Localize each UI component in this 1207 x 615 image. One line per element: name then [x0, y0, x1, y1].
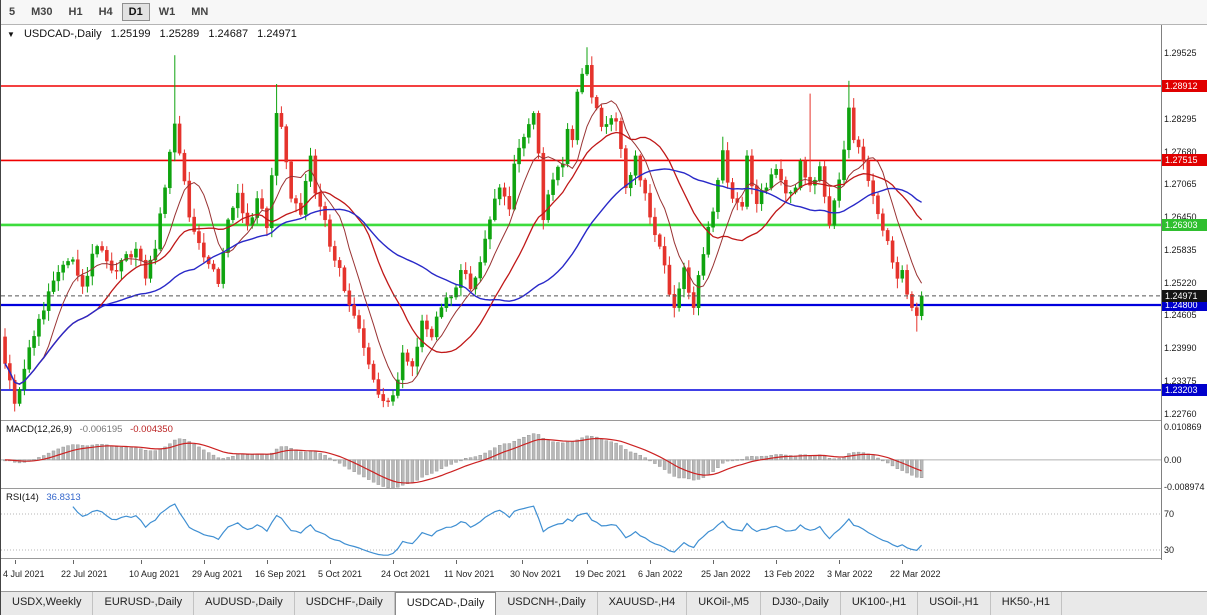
tab-ukoil-m5[interactable]: UKOil-,M5	[687, 592, 761, 615]
time-axis-tick	[839, 560, 840, 564]
date-label: 10 Aug 2021	[129, 569, 180, 579]
time-axis[interactable]: 4 Jul 2021 22 Jul 2021 10 Aug 2021 29 Aug 2…	[1, 560, 1161, 591]
timeframe-toolbar: 5 M30 H1 H4 D1 W1 MN	[1, 0, 1207, 25]
timeframe-button-h4[interactable]: H4	[92, 3, 120, 21]
tab-usdchf-daily[interactable]: USDCHF-,Daily	[295, 592, 395, 615]
timeframe-button-5[interactable]: 5	[2, 3, 22, 21]
date-label: 5 Oct 2021	[318, 569, 363, 579]
price-tag-1-23203: 1.23203	[1162, 384, 1207, 396]
date-label: 3 Mar 2022	[827, 569, 873, 579]
tab-dj30-daily[interactable]: DJ30-,Daily	[761, 592, 841, 615]
chart-header: ▼ USDCAD-,Daily 1.25199 1.25289 1.24687 …	[7, 28, 303, 40]
date-label: 22 Mar 2022	[890, 569, 941, 579]
chart-symbol-period: USDCAD-,Daily	[23, 28, 102, 40]
price-axis-label: 1.25835	[1164, 244, 1197, 255]
panel-separator[interactable]	[1, 488, 1207, 491]
tab-usdx-weekly[interactable]: USDX,Weekly	[1, 592, 94, 615]
time-axis-tick	[141, 560, 142, 564]
ohlc-open: 1.25199	[110, 28, 151, 40]
date-label: 13 Feb 2022	[764, 569, 815, 579]
date-label: 11 Nov 2021	[444, 569, 495, 579]
ohlc-low: 1.24687	[208, 28, 249, 40]
timeframe-button-h1[interactable]: H1	[62, 3, 90, 21]
date-label: 16 Sep 2021	[255, 569, 307, 579]
time-axis-tick	[713, 560, 714, 564]
tab-xauusd-h4[interactable]: XAUUSD-,H4	[598, 592, 688, 615]
macd-main-value: -0.006195	[79, 424, 123, 435]
macd-header: MACD(12,26,9) -0.006195 -0.004350	[6, 424, 178, 435]
rsi-panel-chart[interactable]	[1, 490, 1161, 558]
rsi-axis-label: 30	[1164, 545, 1175, 555]
rsi-header: RSI(14) 36.8313	[6, 492, 86, 503]
rsi-label: RSI(14)	[6, 492, 39, 503]
time-axis-tick	[902, 560, 903, 564]
price-axis-label: 1.28295	[1164, 113, 1197, 124]
tab-usoil-h1[interactable]: USOil-,H1	[918, 592, 991, 615]
date-label: 22 Jul 2021	[61, 569, 108, 579]
time-axis-tick	[330, 560, 331, 564]
time-axis-tick	[267, 560, 268, 564]
price-axis-label: 1.22760	[1164, 408, 1197, 419]
tab-audusd-daily[interactable]: AUDUSD-,Daily	[194, 592, 295, 615]
tab-eurusd-daily[interactable]: EURUSD-,Daily	[93, 592, 195, 615]
ohlc-high: 1.25289	[159, 28, 200, 40]
timeframe-button-w1[interactable]: W1	[152, 3, 183, 21]
macd-axis-label: 0.00	[1164, 454, 1182, 465]
macd-axis-label: 0.010869	[1164, 422, 1202, 432]
rsi-value: 36.8313	[46, 492, 81, 503]
current-price-tag: 1.24971	[1162, 289, 1207, 302]
main-price-chart[interactable]	[1, 25, 1161, 420]
date-label: 30 Nov 2021	[510, 569, 562, 579]
rsi-axis-label: 70	[1164, 509, 1175, 519]
price-axis-label: 1.23375	[1164, 375, 1197, 386]
price-axis[interactable]: 1.295251.289101.282951.276801.270651.264…	[1161, 25, 1207, 560]
price-tag-1-24800: 1.24800	[1162, 298, 1207, 311]
price-tag-1-26303: 1.26303	[1162, 218, 1207, 231]
price-axis-label: 1.25220	[1164, 277, 1197, 288]
panel-separator[interactable]	[1, 420, 1207, 423]
price-tag-1-28912: 1.28912	[1162, 80, 1207, 92]
price-axis-label: 1.26450	[1164, 212, 1197, 223]
tab-hk50-h1[interactable]: HK50-,H1	[991, 592, 1063, 615]
timeframe-button-m30[interactable]: M30	[24, 3, 59, 21]
timeframe-button-d1[interactable]: D1	[121, 3, 150, 21]
tab-usdcnh-daily[interactable]: USDCNH-,Daily	[496, 592, 598, 615]
price-tag-1-27515: 1.27515	[1162, 154, 1207, 167]
macd-axis-label: -0.008974	[1164, 482, 1205, 492]
date-label: 6 Jan 2022	[638, 569, 683, 579]
price-axis-label: 1.29525	[1164, 48, 1197, 59]
price-axis-label: 1.27065	[1164, 179, 1197, 190]
macd-signal-value: -0.004350	[130, 424, 173, 435]
price-axis-label: 1.24605	[1164, 310, 1197, 321]
ohlc-close: 1.24971	[257, 28, 297, 40]
timeframe-button-mn[interactable]: MN	[184, 3, 215, 21]
time-axis-tick	[456, 560, 457, 564]
tab-uk100-h1[interactable]: UK100-,H1	[841, 592, 919, 615]
date-label: 19 Dec 2021	[575, 569, 627, 579]
time-axis-tick	[776, 560, 777, 564]
date-label: 4 Jul 2021	[3, 569, 45, 579]
macd-panel-chart[interactable]	[1, 422, 1161, 488]
time-axis-tick	[393, 560, 394, 564]
date-label: 24 Oct 2021	[381, 569, 431, 579]
date-label: 25 Jan 2022	[701, 569, 751, 579]
tab-usdcad-daily[interactable]: USDCAD-,Daily	[394, 592, 497, 615]
price-axis-label: 1.27680	[1164, 146, 1197, 157]
time-axis-tick	[522, 560, 523, 564]
time-axis-tick	[204, 560, 205, 564]
chart-tab-bar: USDX,Weekly EURUSD-,Daily AUDUSD-,Daily USD…	[1, 591, 1207, 615]
date-label: 29 Aug 2021	[192, 569, 243, 579]
price-axis-label: 1.23990	[1164, 343, 1197, 354]
time-axis-tick	[73, 560, 74, 564]
collapse-icon[interactable]: ▼	[7, 30, 15, 39]
time-axis-tick	[587, 560, 588, 564]
time-axis-tick	[15, 560, 16, 564]
panel-separator[interactable]	[1, 558, 1207, 561]
macd-label: MACD(12,26,9)	[6, 424, 72, 435]
time-axis-tick	[650, 560, 651, 564]
